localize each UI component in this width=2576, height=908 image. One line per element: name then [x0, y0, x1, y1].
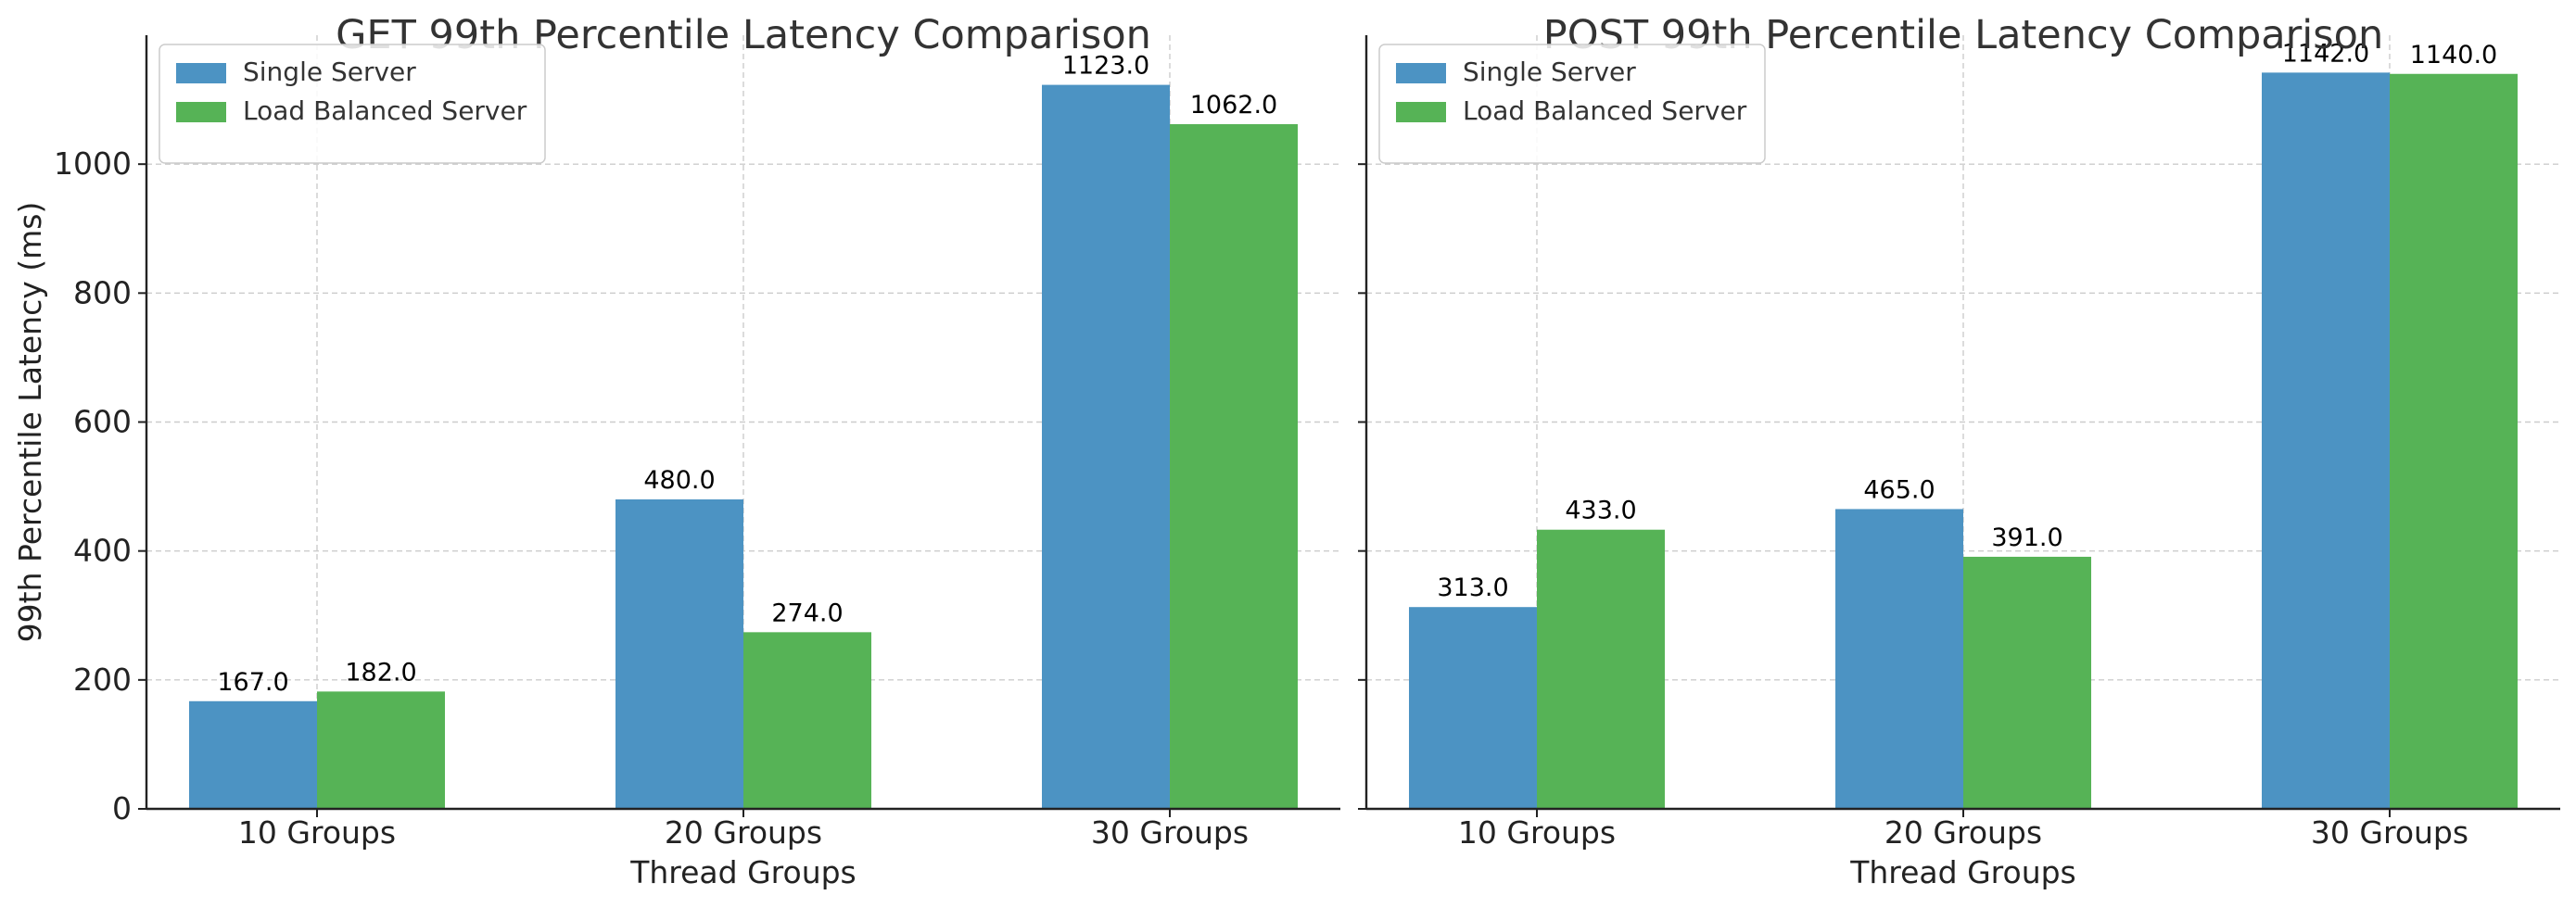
single-server-bar	[2262, 72, 2390, 809]
bar-value-label: 182.0	[345, 658, 416, 687]
bar-value-label: 313.0	[1437, 574, 1508, 602]
legend: Single Server Load Balanced Server	[159, 44, 546, 164]
x-tick-label: 30 Groups	[1091, 814, 1249, 851]
load-balanced-bar	[1963, 556, 2091, 809]
single-server-bar	[615, 499, 743, 809]
single-server-bar	[1835, 509, 1963, 809]
load-balanced-swatch	[176, 102, 226, 122]
load-balanced-bar	[317, 691, 445, 809]
single-server-swatch	[176, 63, 226, 83]
y-tick-label: 1000	[54, 145, 132, 182]
y-tick-label: 0	[112, 790, 132, 826]
y-tick-label: 600	[73, 404, 132, 440]
load-balanced-bar	[1170, 124, 1298, 809]
legend-label: Load Balanced Server	[1463, 95, 1747, 126]
x-axis-title: Thread Groups	[629, 854, 857, 890]
legend-label: Load Balanced Server	[243, 95, 527, 126]
bar-value-label: 433.0	[1565, 497, 1636, 525]
x-tick-label: 20 Groups	[1884, 814, 2042, 851]
y-axis-title: 99th Percentile Latency (ms)	[12, 202, 48, 643]
bar-value-label: 465.0	[1863, 475, 1935, 504]
bar-value-label: 1142.0	[2282, 39, 2369, 68]
legend-box	[159, 44, 546, 164]
y-tick-label: 400	[73, 533, 132, 569]
load-balanced-bar	[1537, 529, 1665, 809]
load-balanced-swatch	[1396, 102, 1446, 122]
bar-value-label: 391.0	[1991, 523, 2062, 552]
single-server-bar	[1042, 84, 1170, 810]
bar-value-label: 1140.0	[2410, 41, 2497, 69]
x-tick-label: 30 Groups	[2311, 814, 2468, 851]
load-balanced-bar	[2390, 73, 2518, 809]
single-server-swatch	[1396, 63, 1446, 83]
get-latency-chart: 167.0 480.0 1123.0 182.0 274.0 1062.0 0 200 400 6…	[12, 12, 1340, 890]
legend-label: Single Server	[243, 57, 416, 87]
bar-value-label: 480.0	[643, 466, 715, 495]
x-tick-label: 20 Groups	[665, 814, 822, 851]
single-server-bar	[189, 700, 317, 809]
x-tick-label: 10 Groups	[1458, 814, 1616, 851]
load-balanced-bar	[743, 632, 871, 809]
bar-value-label: 1123.0	[1062, 52, 1149, 81]
single-server-bar	[1409, 607, 1537, 809]
post-latency-chart: 313.0 465.0 1142.0 433.0 391.0 1140.0 10 Group…	[1358, 12, 2560, 890]
y-tick-label: 200	[73, 662, 132, 698]
legend-label: Single Server	[1463, 57, 1636, 87]
x-tick-label: 10 Groups	[238, 814, 396, 851]
bar-value-label: 1062.0	[1190, 91, 1277, 120]
legend-box	[1378, 44, 1766, 164]
legend: Single Server Load Balanced Server	[1378, 44, 1766, 164]
x-axis-title: Thread Groups	[1849, 854, 2076, 890]
bar-value-label: 274.0	[771, 599, 843, 627]
y-tick-label: 800	[73, 274, 132, 310]
bar-value-label: 167.0	[217, 668, 288, 697]
